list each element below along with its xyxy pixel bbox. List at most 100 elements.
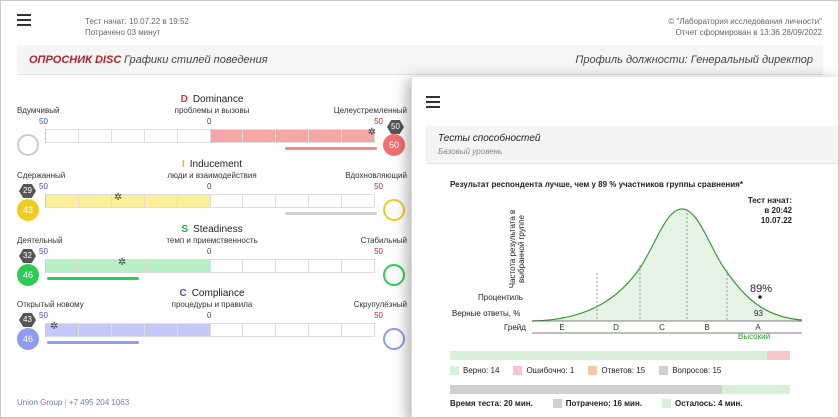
chart-y-label: Частота результата в выбранной группе [508, 209, 526, 289]
disc-scale: ✲ [45, 257, 376, 273]
disc-left-label: Сдержанный [17, 171, 66, 180]
disc-underline [47, 277, 139, 280]
gear-marker-icon: ✲ [113, 192, 123, 203]
disc-letter: C [179, 288, 187, 299]
disc-score-left: 46 [17, 264, 39, 286]
disc-right-number: 50 [374, 247, 383, 256]
time-left-legend: Осталось: 4 мин. [662, 399, 743, 409]
disc-left-number: 50 [39, 117, 48, 126]
disc-right-label: Скрупулёзный [353, 300, 407, 309]
disc-scale: ✲ [45, 321, 376, 337]
disc-row-inducement: I Inducement люди и взаимодействия Сдержа… [17, 159, 407, 233]
disc-mid-number: 0 [207, 117, 212, 126]
disc-name: Dominance [192, 94, 244, 105]
disc-right-label: Целеустремленный [333, 106, 407, 115]
footer-company[interactable]: Union Group [17, 398, 63, 407]
disc-heading: C Compliance [17, 288, 407, 299]
report-time: Отчет сформирован в 13:36 28/09/2022 [675, 28, 822, 37]
disc-letter: D [180, 94, 188, 105]
disc-name: Steadiness [193, 224, 243, 235]
grade-e: E [559, 323, 565, 332]
report-meta: © "Лаборатория исследования личности" От… [668, 16, 822, 38]
disc-left-marker [17, 134, 39, 156]
answers-bar [450, 351, 790, 360]
grade-c: C [659, 323, 665, 332]
disc-desc: люди и взаимодействия [167, 171, 257, 180]
brand-title: ОПРОСНИК DISC [29, 54, 122, 66]
disc-right-marker [383, 328, 405, 350]
disc-hex-value: 29 [19, 184, 36, 198]
gear-marker-icon: ✲ [367, 127, 377, 138]
panel-title: Тесты способностей [438, 133, 541, 144]
grade-a: A [755, 323, 761, 332]
answers-legend: Верно: 14 Ошибочно: 1 Ответов: 15 Вопрос… [450, 366, 721, 376]
report-subtitle: Графики стилей поведения [124, 54, 268, 66]
disc-name: Compliance [191, 288, 245, 299]
disc-row-dominance: D Dominance проблемы и вызовы Вдумчивый Ц… [17, 94, 407, 168]
job-profile: Профиль должности: Генеральный директор [575, 54, 813, 66]
disc-right-marker [383, 264, 405, 286]
footer: Union Group | +7 495 204 1063 [17, 398, 130, 407]
org-name: © "Лаборатория исследования личности" [668, 17, 822, 26]
grade-label: Грейд [504, 323, 526, 332]
disc-underline [47, 341, 139, 344]
disc-hex-value: 50 [387, 120, 404, 134]
disc-right-number: 50 [374, 311, 383, 320]
start-time: в 20:42 [764, 206, 792, 215]
footer-phone: +7 495 204 1063 [68, 398, 130, 407]
grade-high: Высокий [738, 332, 771, 341]
disc-mid-number: 0 [207, 247, 212, 256]
legend-questions: Вопросов: 15 [659, 366, 721, 376]
time-spent: Потрачено 03 минут [85, 28, 161, 37]
disc-desc: проблемы и вызовы [174, 106, 250, 115]
legend-correct: Верно: 14 [450, 366, 499, 376]
disc-left-number: 50 [39, 311, 48, 320]
disc-left-label: Деятельный [17, 236, 63, 245]
disc-left-label: Открытый новому [17, 300, 84, 309]
disc-score-left: 43 [17, 199, 39, 221]
disc-name: Inducement [189, 159, 243, 170]
disc-right-label: Стабильный [360, 236, 407, 245]
test-start-info: Тест начат: в 20:42 10.07.22 [748, 196, 792, 226]
disc-left-label: Вдумчивый [17, 106, 60, 115]
disc-right-number: 50 [374, 117, 383, 126]
gear-marker-icon: ✲ [117, 257, 127, 268]
panel-menu-icon[interactable] [426, 96, 440, 109]
disc-letter: S [181, 224, 189, 235]
disc-desc: темп и приемственность [166, 236, 258, 245]
test-started: Тест начат: 10.07.22 в 19:52 [85, 17, 189, 26]
disc-underline [285, 212, 377, 215]
disc-score-right: 50 [383, 134, 405, 156]
menu-icon[interactable] [17, 14, 31, 27]
disc-left-number: 50 [39, 182, 48, 191]
legend-wrong: Ошибочно: 1 [513, 366, 574, 376]
result-summary: Результат респондента лучше, чем у 89 % … [450, 180, 743, 189]
disc-mid-number: 0 [207, 182, 212, 191]
disc-row-steadiness: S Steadiness темп и приемственность Деяте… [17, 224, 407, 298]
disc-hex-value: 32 [19, 249, 36, 263]
correct-answers-label: Верные ответы, % [452, 309, 521, 318]
disc-left-number: 50 [39, 247, 48, 256]
test-meta: Тест начат: 10.07.22 в 19:52 Потрачено 0… [85, 16, 189, 38]
disc-mid-number: 0 [207, 311, 212, 320]
panel-level: Базовый уровень [438, 147, 503, 156]
correct-value: 93 [754, 309, 763, 318]
disc-scale: ✲ [45, 127, 377, 143]
disc-score-left: 46 [17, 328, 39, 350]
disc-right-label: Вдохновляющий [345, 171, 407, 180]
distribution-curve [532, 208, 802, 334]
percentile-value: 89% [750, 283, 773, 295]
disc-heading: D Dominance [17, 94, 407, 105]
grade-b: B [704, 323, 710, 332]
disc-heading: S Steadiness [17, 224, 407, 235]
disc-underline [285, 147, 377, 150]
ability-tests-panel: Тесты способностей Базовый уровень Резул… [411, 77, 838, 417]
percentile-label: Процентиль [478, 293, 523, 302]
disc-hex-value: 43 [19, 313, 36, 327]
time-spent-legend: Потрачено: 16 мин. [552, 399, 642, 409]
gear-marker-icon: ✲ [50, 321, 59, 332]
disc-letter: I [181, 159, 185, 170]
grade-d: D [613, 323, 619, 332]
panel-section-header: Тесты способностей Базовый уровень [426, 126, 838, 164]
